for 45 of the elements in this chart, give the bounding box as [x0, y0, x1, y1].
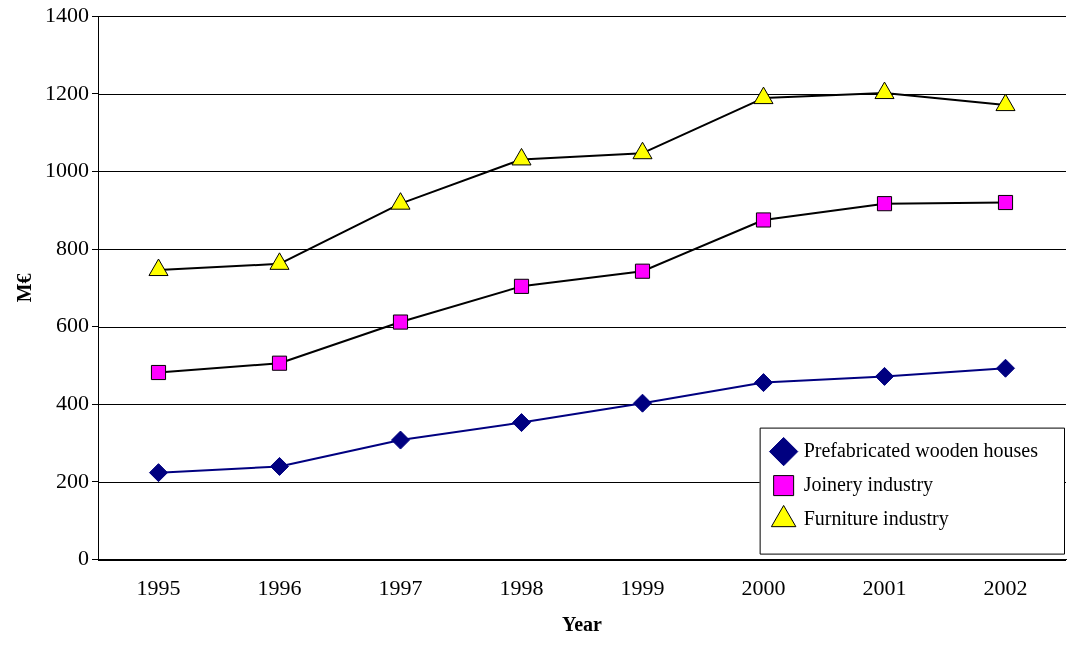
point	[150, 364, 167, 381]
point	[755, 212, 772, 228]
point	[874, 81, 895, 100]
point	[754, 373, 773, 393]
x-tick-label: 1998	[499, 574, 544, 600]
point	[149, 463, 168, 483]
y-tick-label: 400	[56, 390, 89, 416]
point	[513, 278, 530, 294]
y-tick-label: 0	[78, 545, 89, 571]
y-tick-label: 800	[56, 234, 89, 260]
legend-label: Furniture industry	[803, 506, 949, 530]
point	[753, 86, 774, 105]
x-axis-title: Year	[562, 613, 603, 636]
point	[391, 430, 410, 450]
y-tick-label: 200	[56, 467, 89, 493]
legend-label: Joinery industry	[803, 472, 934, 496]
point	[997, 194, 1014, 211]
y-axis-title: M€	[13, 273, 36, 303]
point	[875, 366, 894, 386]
point	[632, 141, 653, 160]
point	[511, 147, 532, 166]
x-tick-label: 2002	[983, 574, 1028, 600]
y-tick-label: 1000	[45, 157, 89, 183]
y-tick-label: 600	[56, 312, 89, 338]
point	[876, 196, 893, 212]
x-tick-label: 1995	[136, 574, 181, 600]
x-tick-label: 2000	[741, 574, 786, 600]
point	[512, 413, 531, 433]
point	[269, 252, 290, 270]
x-tick-label: 1999	[620, 574, 665, 600]
point	[392, 314, 409, 330]
point	[148, 258, 169, 277]
y-tick-label: 1200	[45, 79, 89, 105]
y-tick-label: 1400	[45, 1, 89, 27]
point	[390, 192, 411, 210]
x-tick-label: 2001	[862, 574, 907, 600]
point	[271, 355, 288, 371]
point	[995, 93, 1016, 112]
legend-label: Prefabricated wooden houses	[803, 438, 1039, 461]
point	[996, 358, 1015, 378]
point	[270, 456, 289, 476]
x-tick-label: 1997	[378, 574, 423, 600]
x-tick-label: 1996	[257, 574, 302, 600]
point	[634, 263, 651, 279]
point	[633, 393, 652, 413]
